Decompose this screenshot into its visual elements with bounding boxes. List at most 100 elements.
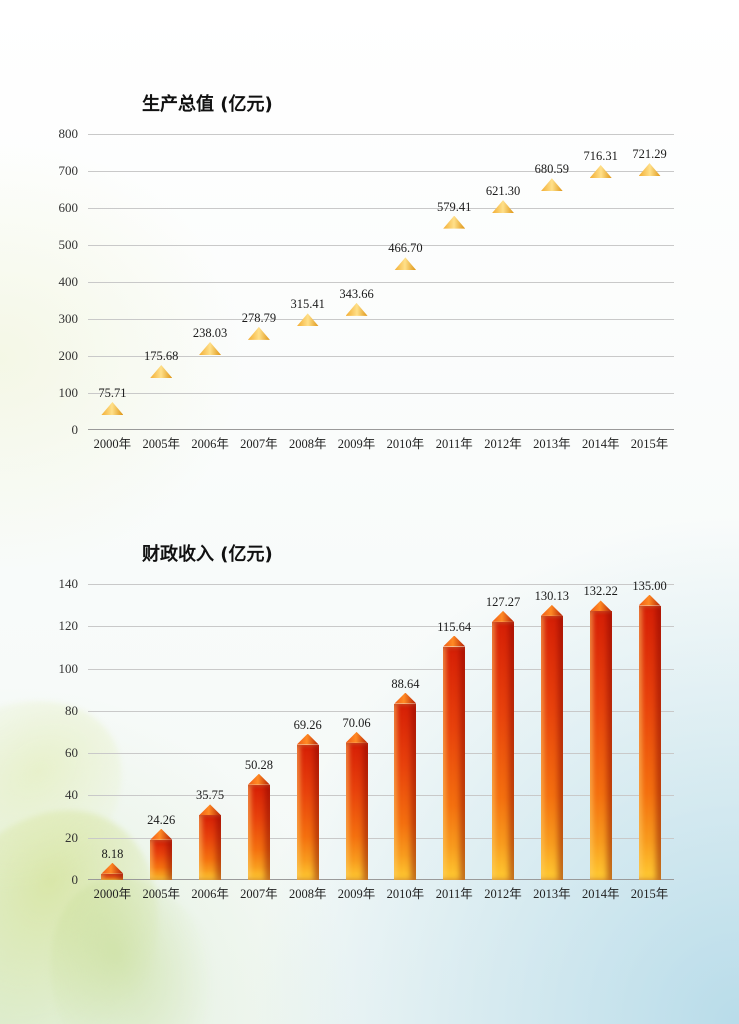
bar-cap bbox=[638, 594, 661, 606]
bar-cap bbox=[492, 200, 515, 214]
bar-slot: 278.79 bbox=[234, 311, 283, 430]
gridline bbox=[88, 626, 674, 628]
bar bbox=[101, 873, 124, 880]
gridline bbox=[88, 245, 674, 246]
x-tick-label: 2014年 bbox=[581, 437, 620, 451]
bar-slot: 132.22 bbox=[576, 584, 625, 880]
x-tick-label: 2015年 bbox=[630, 437, 669, 451]
bar-value-label: 130.13 bbox=[534, 588, 570, 603]
bar bbox=[639, 176, 661, 430]
bar-cap bbox=[101, 402, 124, 415]
bar-cap bbox=[443, 215, 466, 229]
gridline bbox=[88, 171, 674, 172]
x-tick-label: 2011年 bbox=[435, 437, 473, 451]
bar bbox=[150, 378, 172, 430]
x-tick-label: 2014年 bbox=[581, 887, 620, 901]
bar-value-label: 238.03 bbox=[192, 325, 228, 340]
gridline bbox=[88, 282, 674, 283]
bar-cap bbox=[492, 610, 515, 622]
bar-cap bbox=[296, 313, 319, 327]
bar-slot: 50.28 bbox=[234, 758, 283, 880]
y-tick-label: 700 bbox=[58, 163, 79, 178]
bar-slot: 315.41 bbox=[283, 297, 332, 430]
y-tick-label: 20 bbox=[65, 829, 78, 845]
gridline bbox=[88, 837, 674, 839]
bar-cap bbox=[101, 862, 124, 874]
y-tick-label: 80 bbox=[65, 702, 78, 718]
x-tick-label: 2006年 bbox=[191, 437, 229, 451]
x-tick-label: 2012年 bbox=[484, 887, 522, 901]
gridline bbox=[88, 356, 674, 357]
bar-value-label: 278.79 bbox=[241, 310, 277, 325]
bar-value-label: 8.18 bbox=[101, 846, 124, 861]
gridline bbox=[88, 393, 674, 394]
x-tick-label: 2010年 bbox=[386, 887, 425, 901]
x-axis: 2000年 2005年 2006年 2007年 2008年 2009年 2010年 2011年… bbox=[88, 430, 674, 452]
bar bbox=[590, 178, 612, 430]
gdp-bar-chart: 生产总值 (亿元) 0 100 200 300 400 500 600 700 800 75.7… bbox=[48, 90, 674, 452]
y-tick-label: 100 bbox=[58, 385, 79, 400]
x-tick-label: 2009年 bbox=[337, 437, 376, 451]
bar-slot: 721.29 bbox=[625, 147, 674, 430]
bar bbox=[248, 340, 270, 430]
x-tick-label: 2005年 bbox=[142, 887, 180, 901]
bar-value-label: 24.26 bbox=[147, 812, 176, 827]
y-tick-label: 40 bbox=[65, 787, 78, 803]
y-tick-label: 0 bbox=[71, 872, 79, 887]
bar-value-label: 343.66 bbox=[339, 286, 374, 301]
bar-slot: 238.03 bbox=[186, 326, 235, 430]
bar-slot: 127.27 bbox=[479, 595, 528, 880]
bar-cap bbox=[589, 164, 612, 178]
bar-slot: 175.68 bbox=[137, 349, 186, 430]
gridline bbox=[88, 710, 674, 712]
bar bbox=[199, 355, 221, 430]
gridline bbox=[88, 753, 674, 755]
bar-slot: 343.66 bbox=[332, 287, 381, 430]
bar bbox=[150, 839, 173, 880]
x-tick-label: 2000年 bbox=[93, 437, 132, 451]
x-tick-label: 2005年 bbox=[142, 437, 180, 451]
bar-value-label: 132.22 bbox=[583, 584, 618, 599]
bar-value-label: 466.70 bbox=[388, 241, 423, 256]
plot-area: 75.71 175.68 238.03 278.79 315.41 343.66 466.7… bbox=[88, 134, 674, 430]
bar-value-label: 88.64 bbox=[391, 676, 420, 691]
bar-slot: 35.75 bbox=[186, 788, 235, 880]
y-tick-label: 600 bbox=[58, 200, 79, 215]
bar-value-label: 579.41 bbox=[437, 199, 472, 214]
bars-layer: 8.18 24.26 35.75 50.28 69.26 70.06 88.64 115.64… bbox=[88, 579, 674, 880]
bar bbox=[443, 229, 465, 430]
gridline bbox=[88, 795, 674, 797]
bar bbox=[247, 784, 270, 880]
y-axis: 0 100 200 300 400 500 600 700 800 bbox=[48, 126, 88, 437]
bar-cap bbox=[150, 828, 173, 840]
bar bbox=[296, 744, 319, 880]
bar-cap bbox=[199, 804, 222, 816]
x-tick-label: 2015年 bbox=[630, 887, 669, 901]
plot-area: 8.18 24.26 35.75 50.28 69.26 70.06 88.64 115.64… bbox=[88, 579, 674, 880]
bar bbox=[394, 270, 416, 430]
gridline bbox=[88, 319, 674, 320]
bar bbox=[101, 415, 123, 430]
x-tick-label: 2012年 bbox=[484, 437, 522, 451]
bar-slot: 130.13 bbox=[527, 589, 576, 880]
x-tick-label: 2011年 bbox=[435, 887, 473, 901]
bar-cap bbox=[540, 604, 563, 616]
gridline bbox=[88, 429, 674, 430]
y-axis: 0 20 40 60 80 100 120 140 bbox=[48, 576, 88, 887]
y-tick-label: 500 bbox=[58, 237, 79, 252]
gridline bbox=[88, 134, 674, 135]
bar-slot: 75.71 bbox=[88, 386, 137, 430]
bar-slot: 115.64 bbox=[430, 620, 479, 880]
bar-cap bbox=[540, 178, 563, 192]
bar bbox=[345, 742, 368, 880]
bar bbox=[346, 316, 368, 430]
x-tick-label: 2006年 bbox=[191, 887, 229, 901]
bar-value-label: 35.75 bbox=[196, 788, 225, 803]
bar-value-label: 175.68 bbox=[144, 349, 179, 363]
x-tick-label: 2007年 bbox=[240, 437, 278, 451]
bar-value-label: 315.41 bbox=[290, 297, 325, 312]
bar-slot: 680.59 bbox=[527, 162, 576, 430]
bar bbox=[638, 605, 661, 880]
fiscal-revenue-bar-chart: 财政收入 (亿元) 0 20 40 60 80 100 120 140 8.18 24.26 35… bbox=[48, 540, 674, 902]
bar bbox=[199, 815, 222, 880]
